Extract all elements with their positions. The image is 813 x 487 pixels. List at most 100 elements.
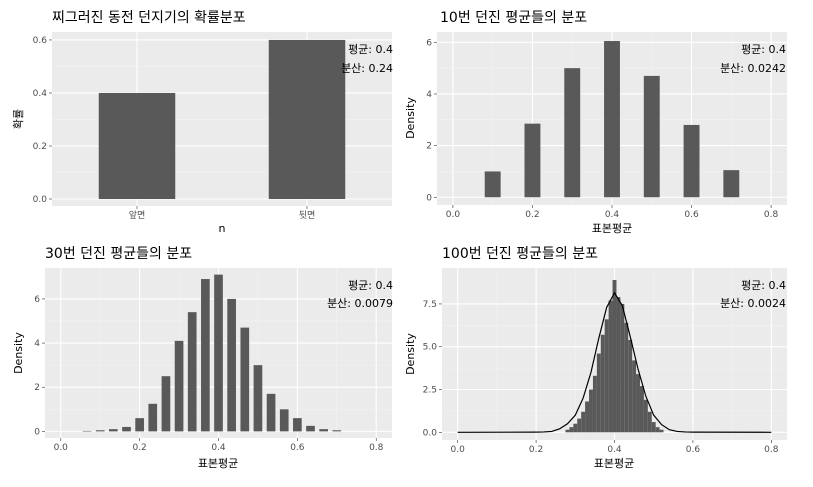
x-tick-label: 0.6 <box>684 210 699 220</box>
bar <box>604 41 620 198</box>
x-axis-label: 표본평균 <box>594 457 634 470</box>
bars <box>98 39 346 200</box>
bars <box>82 274 342 432</box>
bar <box>82 430 92 432</box>
chart-title: 10번 던진 평균들의 분포 <box>440 10 587 26</box>
bar <box>135 418 144 432</box>
x-tick-label: 0.8 <box>764 210 779 220</box>
x-axis-label: 표본평균 <box>592 222 632 235</box>
x-tick-label: 0.4 <box>211 443 226 453</box>
y-tick-labels: 0.0 2.5 5.0 7.5 <box>423 300 442 438</box>
x-tick-label: 앞면 <box>129 209 146 221</box>
x-tick-label: 0.0 <box>451 445 466 455</box>
x-tick-label: 0.2 <box>132 443 146 453</box>
bar <box>600 334 605 433</box>
bar <box>174 340 184 432</box>
variance-annotation: 분산: 0.24 <box>341 62 393 75</box>
bar <box>266 393 276 432</box>
x-tick-labels: 0.0 0.2 0.4 0.6 0.8 <box>446 205 779 220</box>
bar <box>655 427 660 433</box>
x-tick-label: 0.4 <box>607 445 622 455</box>
chart-title: 100번 던진 평균들의 분포 <box>442 246 598 262</box>
bar <box>589 389 593 433</box>
bar <box>639 386 644 433</box>
y-tick-labels: 0 2 4 6 <box>34 295 45 437</box>
bar <box>636 374 640 433</box>
bar <box>524 123 541 198</box>
x-tick-labels: 0.0 0.2 0.4 0.6 0.8 <box>451 440 779 455</box>
x-tick-label: 0.0 <box>54 443 69 453</box>
variance-annotation: 분산: 0.0242 <box>720 62 786 75</box>
panel-coin-distribution: 찌그러진 동전 던지기의 확률분포 0.0 0.2 0.4 0.6 앞면 뒷면 n 확률… <box>12 10 393 235</box>
x-tick-labels: 앞면 뒷면 <box>129 206 316 221</box>
bar <box>604 319 609 433</box>
x-tick-label: 0.8 <box>369 443 384 453</box>
bar <box>592 375 597 433</box>
bar <box>632 360 637 433</box>
y-tick-label: 6 <box>426 38 432 48</box>
x-tick-label: 0.2 <box>529 445 543 455</box>
bar <box>573 423 578 433</box>
panel-mean-of-30: 30번 던진 평균들의 분포 0 2 4 6 0.0 0.2 0.4 0.6 0.8 표본평균… <box>12 246 393 470</box>
bar <box>293 418 302 432</box>
bar <box>643 75 660 198</box>
y-tick-label: 0 <box>34 427 40 437</box>
bar <box>624 322 629 433</box>
y-tick-label: 0.0 <box>33 195 48 205</box>
bars <box>565 279 664 433</box>
bar <box>122 426 131 432</box>
variance-annotation: 분산: 0.0024 <box>720 297 786 310</box>
bar <box>612 279 617 433</box>
bar <box>565 429 570 433</box>
panel-mean-of-100: 100번 던진 평균들의 분포 0.02.55.07.5 0.0 0.2 0.4 0.… <box>404 246 787 470</box>
bar <box>148 403 158 432</box>
bar <box>253 365 263 432</box>
y-tick-label: 5.0 <box>423 343 438 353</box>
y-tick-label: 4 <box>34 339 40 349</box>
y-tick-label: 2.5 <box>423 386 437 396</box>
y-tick-labels: 0.0 0.2 0.4 0.6 <box>33 36 52 205</box>
bar <box>240 327 250 432</box>
y-tick-label: 0.0 <box>423 428 438 438</box>
bar <box>98 92 176 199</box>
mean-annotation: 평균: 0.4 <box>741 43 786 56</box>
bar <box>723 170 740 198</box>
bar <box>608 300 613 433</box>
bar <box>628 339 633 433</box>
bar <box>577 418 582 433</box>
x-tick-label: 뒷면 <box>299 209 316 221</box>
bar <box>306 425 315 432</box>
bar <box>187 312 197 432</box>
bar <box>585 401 590 433</box>
x-axis-label: 표본평균 <box>198 457 238 470</box>
bar <box>651 422 656 433</box>
y-tick-label: 6 <box>34 295 40 305</box>
y-tick-label: 2 <box>426 142 432 152</box>
y-tick-label: 0.4 <box>33 89 48 99</box>
y-tick-label: 2 <box>34 383 40 393</box>
bar <box>95 430 105 432</box>
x-tick-label: 0.2 <box>525 210 539 220</box>
bar <box>659 429 664 433</box>
density-curve <box>457 291 772 433</box>
bar <box>581 411 586 433</box>
x-tick-label: 0.8 <box>764 445 779 455</box>
mean-annotation: 평균: 0.4 <box>348 279 393 292</box>
x-tick-labels: 0.0 0.2 0.4 0.6 0.8 <box>54 438 384 453</box>
bar <box>620 303 625 433</box>
x-tick-label: 0.4 <box>605 210 620 220</box>
mean-annotation: 평균: 0.4 <box>741 279 786 292</box>
bar <box>332 430 342 432</box>
y-axis-label: Density <box>404 97 417 139</box>
y-axis-label: 확률 <box>12 109 25 129</box>
mean-annotation: 평균: 0.4 <box>348 43 393 56</box>
bar <box>564 68 581 198</box>
bar <box>227 298 236 432</box>
bars <box>484 41 740 198</box>
bar <box>279 409 289 432</box>
x-axis-label: n <box>219 222 226 235</box>
bar <box>214 274 223 432</box>
bar <box>596 353 601 433</box>
bar <box>569 427 574 433</box>
